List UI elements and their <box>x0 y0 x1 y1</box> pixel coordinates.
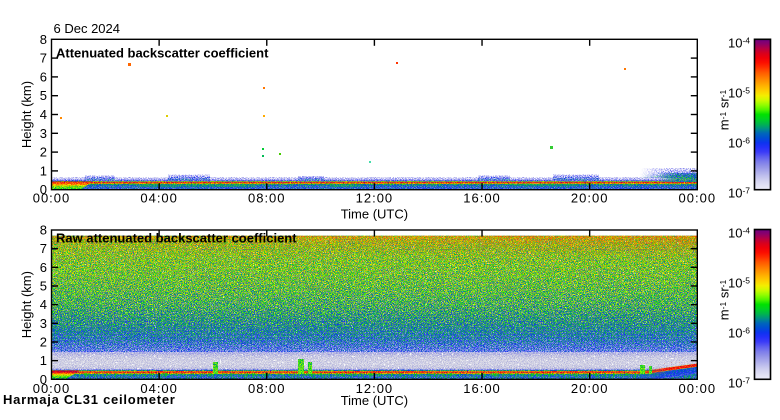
svg-text:Height (km): Height (km) <box>19 271 34 338</box>
svg-text:04:00: 04:00 <box>140 190 178 205</box>
svg-text:08:00: 08:00 <box>248 190 286 205</box>
svg-text:4: 4 <box>40 297 47 312</box>
svg-text:7: 7 <box>40 51 47 66</box>
svg-text:Height (km): Height (km) <box>19 81 34 148</box>
svg-text:Time (UTC): Time (UTC) <box>341 207 408 222</box>
svg-text:00:00: 00:00 <box>33 381 71 396</box>
svg-text:8: 8 <box>40 32 47 47</box>
svg-text:2: 2 <box>40 334 47 349</box>
svg-text:6: 6 <box>40 260 47 275</box>
svg-text:m-1 sr-1: m-1 sr-1 <box>717 90 732 131</box>
svg-text:0: 0 <box>40 372 47 387</box>
svg-text:4: 4 <box>40 107 47 122</box>
svg-text:Raw attenuated backscatter coe: Raw attenuated backscatter coefficient <box>56 231 297 246</box>
svg-text:6: 6 <box>40 69 47 84</box>
svg-text:Attenuated backscatter coeffic: Attenuated backscatter coefficient <box>56 46 269 61</box>
svg-text:12:00: 12:00 <box>356 190 394 205</box>
svg-text:Harmaja CL31 ceilometer: Harmaja CL31 ceilometer <box>3 392 176 407</box>
svg-text:16:00: 16:00 <box>463 381 501 396</box>
svg-text:3: 3 <box>40 316 47 331</box>
svg-text:00:00: 00:00 <box>679 381 717 396</box>
svg-text:5: 5 <box>40 88 47 103</box>
svg-text:0: 0 <box>40 182 47 197</box>
svg-text:2: 2 <box>40 145 47 160</box>
svg-text:8: 8 <box>40 223 47 238</box>
svg-text:3: 3 <box>40 126 47 141</box>
svg-text:1: 1 <box>40 353 47 368</box>
svg-text:5: 5 <box>40 278 47 293</box>
svg-text:04:00: 04:00 <box>140 381 178 396</box>
svg-text:m-1 sr-1: m-1 sr-1 <box>717 280 732 321</box>
svg-text:00:00: 00:00 <box>679 190 717 205</box>
svg-text:00:00: 00:00 <box>33 190 71 205</box>
svg-text:7: 7 <box>40 241 47 256</box>
svg-text:6 Dec 2024: 6 Dec 2024 <box>54 21 121 36</box>
svg-text:20:00: 20:00 <box>571 190 609 205</box>
svg-text:1: 1 <box>40 163 47 178</box>
svg-text:08:00: 08:00 <box>248 381 286 396</box>
svg-text:20:00: 20:00 <box>571 381 609 396</box>
svg-text:Time (UTC): Time (UTC) <box>341 393 408 408</box>
svg-text:12:00: 12:00 <box>356 381 394 396</box>
svg-text:16:00: 16:00 <box>463 190 501 205</box>
